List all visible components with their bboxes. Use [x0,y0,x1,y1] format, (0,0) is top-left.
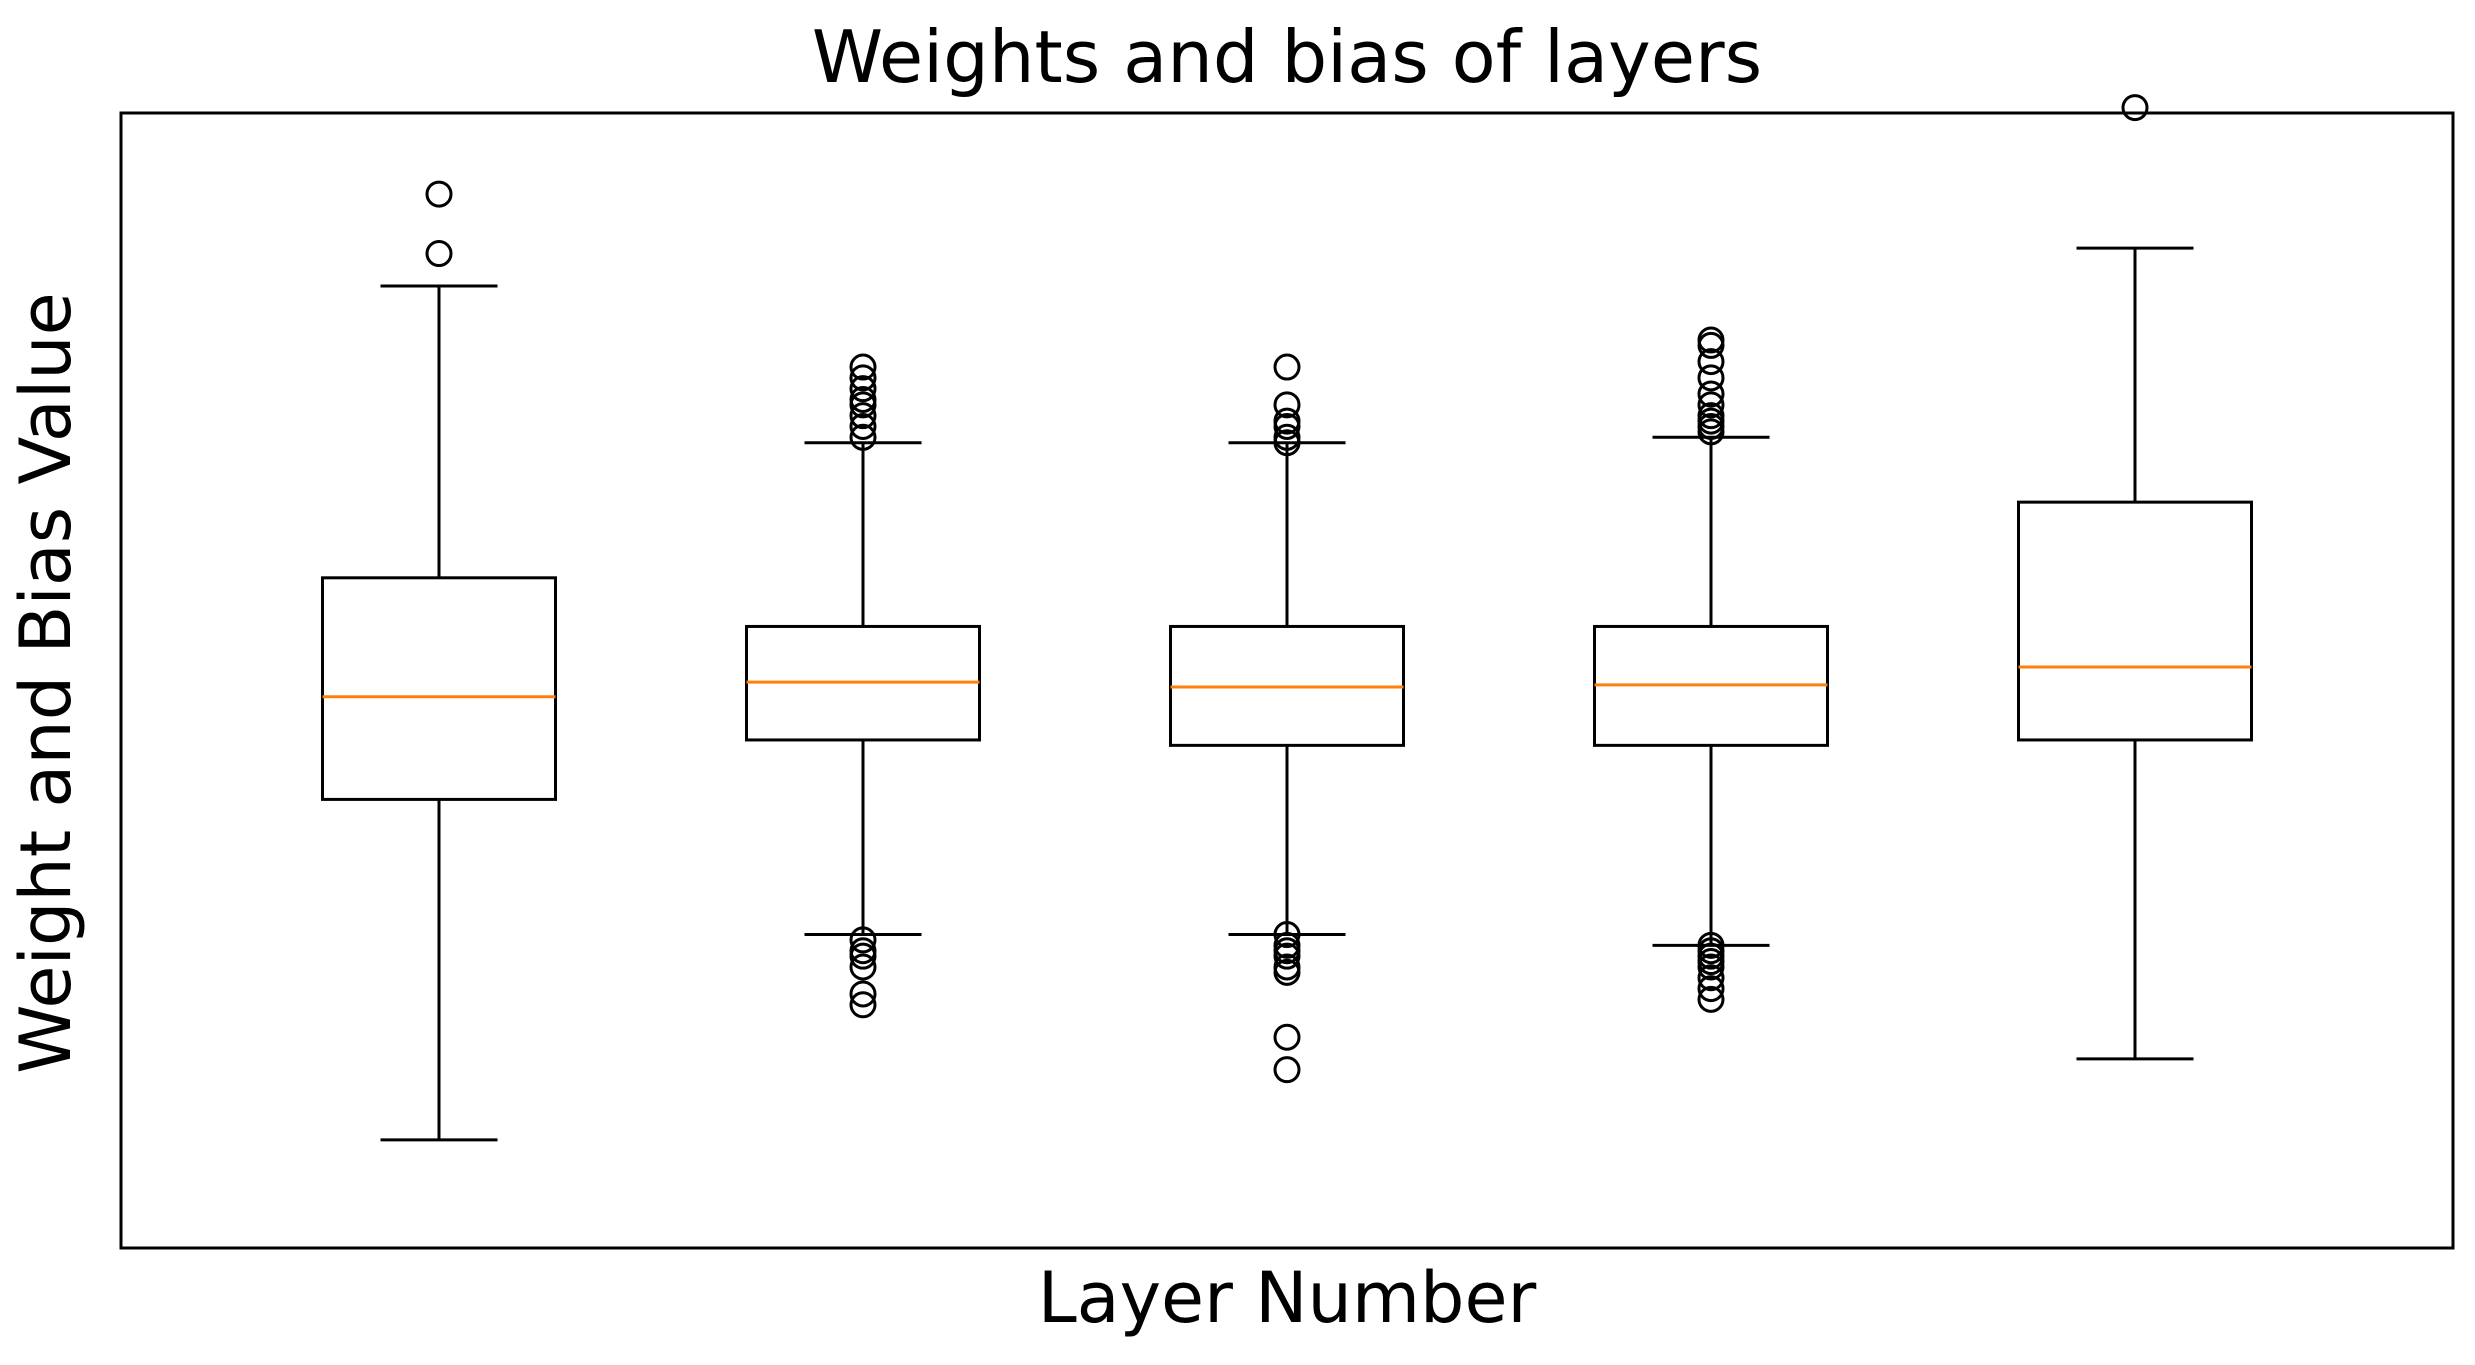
outlier-point [849,926,877,954]
outlier-point [849,423,877,451]
box-group-1 [321,180,557,1142]
outlier-point [1273,942,1301,970]
outlier-point [849,353,877,381]
outlier-point [1273,353,1301,381]
outlier-point [849,385,877,413]
outlier-point [849,364,877,392]
iqr-box [321,576,557,801]
outlier-point [1697,985,1725,1013]
x-axis-label: Layer Number [1038,1257,1537,1339]
boxes-layer [321,94,2253,1142]
outlier-point [849,991,877,1019]
outlier-point [1697,964,1725,992]
box-group-5 [2017,94,2253,1061]
outlier-point [849,402,877,430]
outlier-point [2121,94,2149,122]
outlier-point [1273,958,1301,986]
outlier-point [849,942,877,970]
outlier-point [1697,331,1725,359]
outlier-point [1273,1023,1301,1051]
outlier-point [1697,348,1725,376]
chart-title: Weights and bias of layers [812,15,1762,99]
outlier-point [1273,391,1301,419]
iqr-box [2017,500,2253,742]
outlier-point [1697,364,1725,392]
outlier-point [849,375,877,403]
outlier-point [1697,326,1725,354]
outlier-point [1697,391,1725,419]
y-axis-label: Weight and Bias Value [5,292,87,1073]
outlier-point [1273,921,1301,949]
outlier-point [849,980,877,1008]
outlier-point [1697,975,1725,1003]
box-group-2 [745,353,981,1019]
outlier-point [425,240,453,268]
box-group-3 [1169,353,1405,1084]
box-group-4 [1593,326,1829,1013]
outlier-point [1697,402,1725,430]
outlier-point [849,412,877,440]
outlier-point [1273,407,1301,435]
outlier-point [849,953,877,981]
outlier-point [1697,380,1725,408]
outlier-point [425,180,453,208]
plot-frame [119,111,2455,1250]
outlier-point [1273,1056,1301,1084]
outlier-point [1273,423,1301,451]
outlier-point [1697,953,1725,981]
